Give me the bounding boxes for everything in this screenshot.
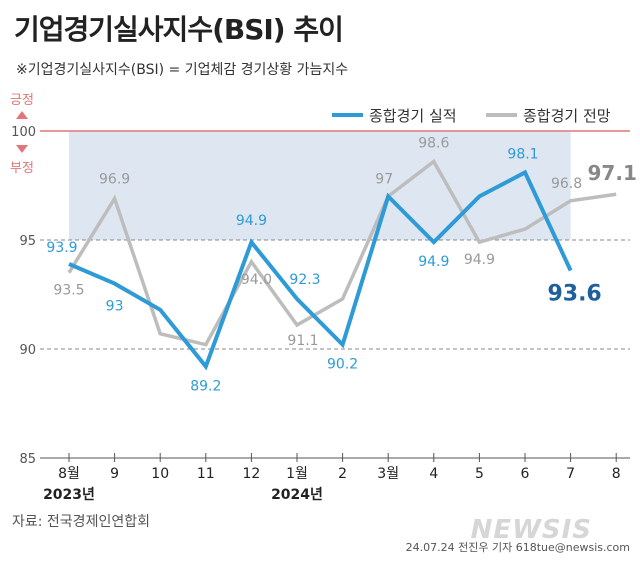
legend-box bbox=[325, 104, 637, 128]
forecast-data-label: 96.9 bbox=[99, 172, 130, 188]
x-tick-label: 8월 bbox=[58, 466, 80, 482]
x-tick-label: 2 bbox=[338, 466, 347, 482]
x-tick-label: 8 bbox=[612, 466, 621, 482]
forecast-data-label: 94.0 bbox=[241, 272, 272, 288]
x-tick-label: 12 bbox=[242, 466, 260, 482]
actual-data-label: 92.3 bbox=[289, 272, 320, 288]
down-triangle-icon bbox=[16, 145, 28, 153]
forecast-data-label: 98.6 bbox=[418, 136, 449, 152]
forecast-data-label: 96.8 bbox=[551, 176, 582, 192]
newsis-watermark: NEWSIS bbox=[470, 515, 592, 545]
actual-data-label: 89.2 bbox=[190, 378, 221, 394]
actual-data-label: 90.2 bbox=[327, 357, 358, 373]
y-tick-label: 100 bbox=[11, 125, 36, 140]
actual-data-label: 93.6 bbox=[547, 282, 601, 307]
year-label-2024: 2024년 bbox=[271, 487, 323, 503]
y-tick-label: 90 bbox=[19, 343, 36, 358]
legend-label-actual: 종합경기 실적 bbox=[369, 107, 457, 125]
actual-data-label: 98.1 bbox=[507, 146, 538, 162]
x-tick-label: 6 bbox=[521, 466, 530, 482]
positive-label: 긍정 bbox=[10, 93, 34, 108]
y-tick-label: 95 bbox=[19, 234, 36, 249]
x-tick-label: 5 bbox=[475, 466, 484, 482]
actual-data-label: 93.9 bbox=[46, 240, 77, 256]
up-triangle-icon bbox=[16, 111, 28, 119]
forecast-data-label: 97 bbox=[375, 171, 393, 187]
shaded-range bbox=[69, 131, 571, 240]
forecast-data-label: 94.9 bbox=[464, 252, 495, 268]
actual-data-label: 93 bbox=[106, 299, 124, 315]
chart-subtitle: ※기업경기실사지수(BSI) = 기업체감 경기상황 가늠지수 bbox=[16, 62, 349, 78]
negative-label: 부정 bbox=[10, 161, 34, 176]
source-note: 자료: 전국경제인연합회 bbox=[12, 514, 150, 530]
forecast-data-label: 91.1 bbox=[287, 333, 318, 349]
year-label-2023: 2023년 bbox=[43, 487, 95, 503]
legend-label-forecast: 종합경기 전망 bbox=[523, 107, 611, 125]
x-tick-label: 4 bbox=[429, 466, 438, 482]
forecast-data-label: 93.5 bbox=[53, 283, 84, 299]
chart-title: 기업경기실사지수(BSI) 추이 bbox=[14, 13, 344, 46]
y-tick-label: 85 bbox=[19, 452, 36, 467]
x-tick-label: 10 bbox=[151, 466, 169, 482]
forecast-series-line bbox=[67, 158, 617, 347]
x-tick-label: 7 bbox=[566, 466, 575, 482]
actual-data-label: 94.9 bbox=[236, 213, 267, 229]
x-tick-label: 3월 bbox=[377, 466, 399, 482]
actual-data-label: 94.9 bbox=[418, 254, 449, 270]
forecast-data-label: 97.1 bbox=[588, 161, 637, 185]
credit-line: 24.07.24 전진우 기자 618tue@newsis.com bbox=[405, 541, 630, 554]
x-tick-label: 1월 bbox=[286, 466, 308, 482]
x-tick-label: 9 bbox=[110, 466, 119, 482]
actual-series-line bbox=[68, 169, 573, 371]
x-tick-label: 11 bbox=[197, 466, 215, 482]
